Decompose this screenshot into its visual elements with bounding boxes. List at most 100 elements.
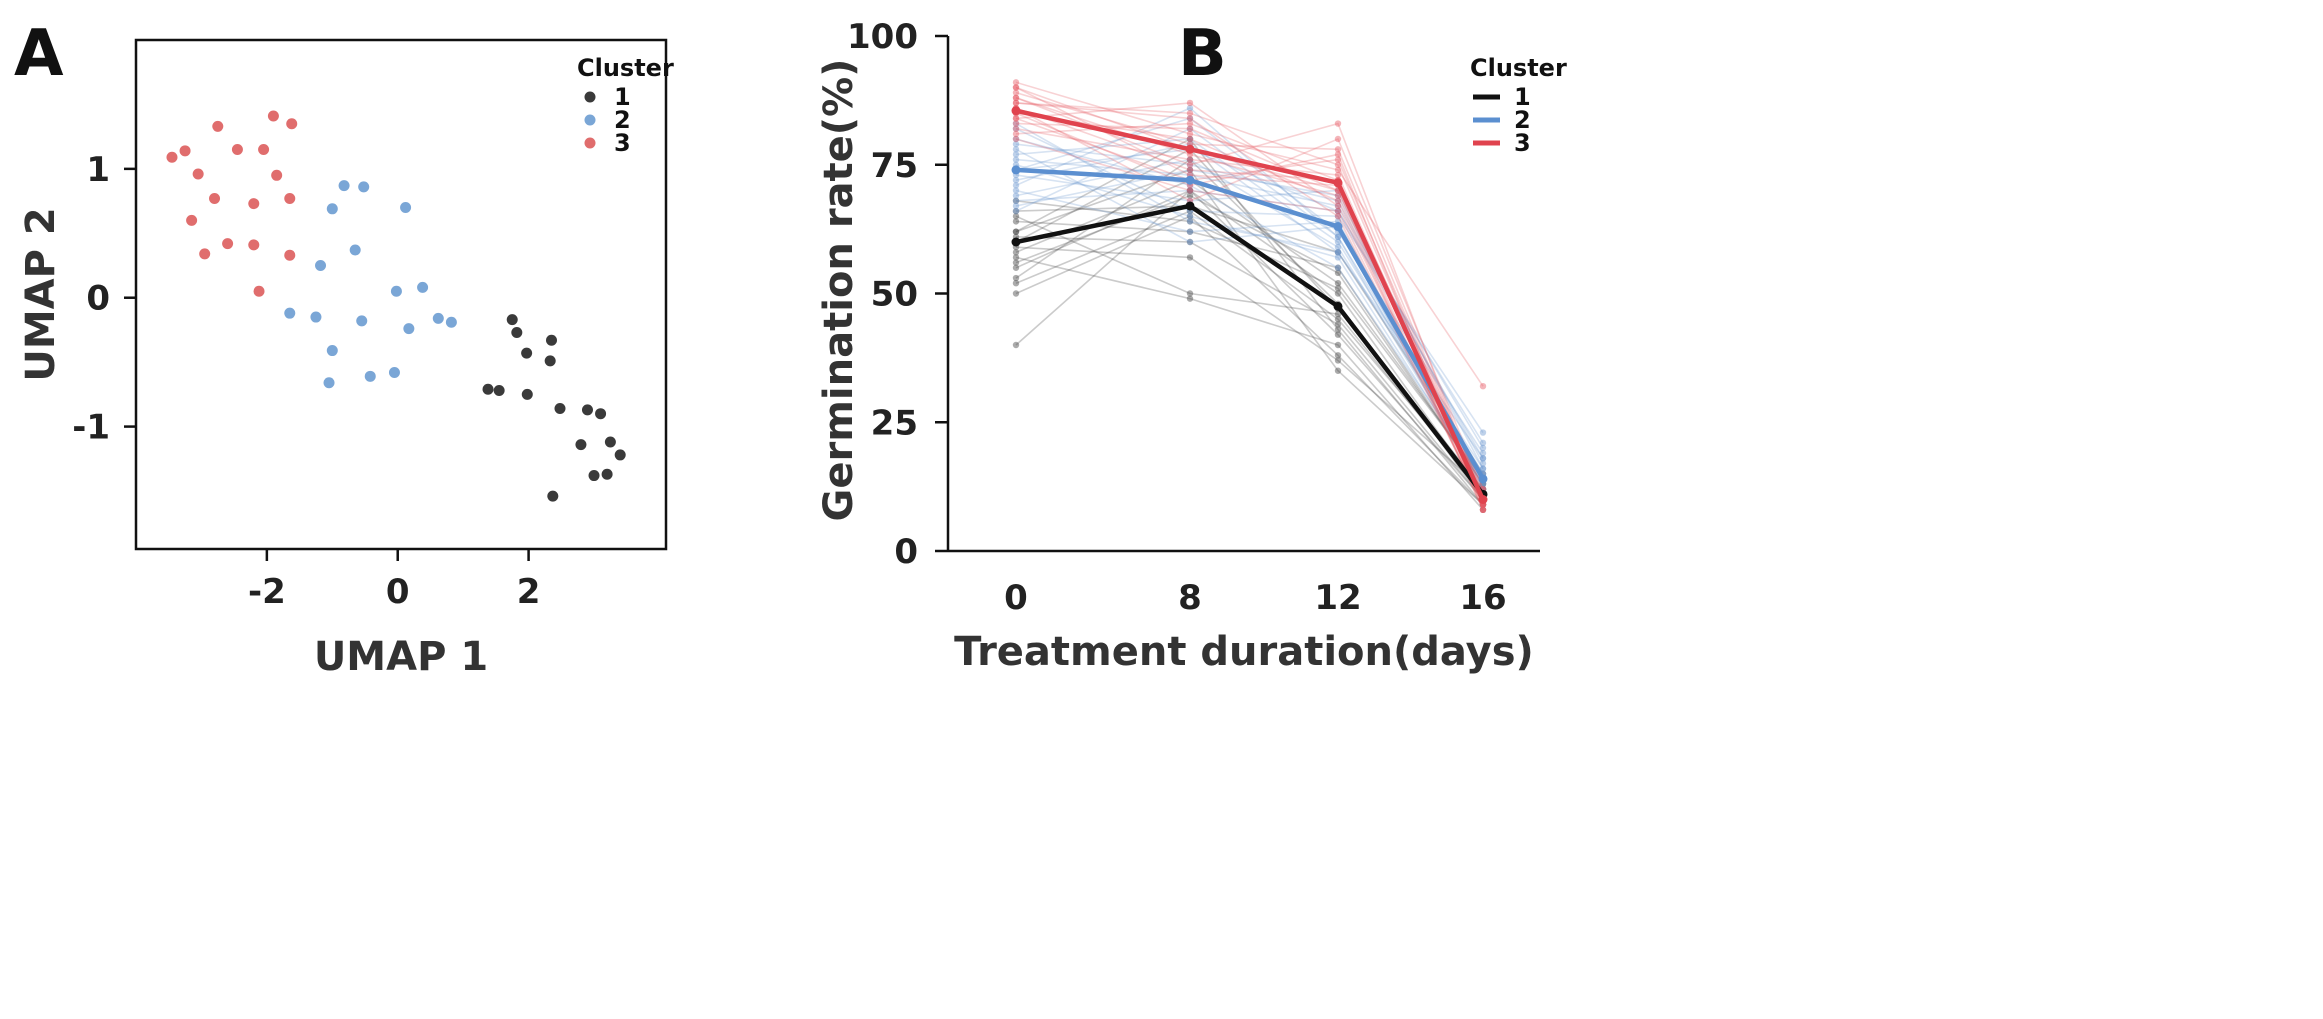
- y-tick-label: -1: [72, 408, 110, 448]
- mean-point-cluster-2: [1011, 165, 1021, 175]
- individual-point-cluster-1: [1186, 156, 1194, 163]
- individual-point-cluster-1: [1186, 295, 1194, 302]
- individual-point-cluster-2: [1012, 177, 1020, 184]
- individual-line-cluster-3: [1015, 107, 1484, 490]
- scatter-point-cluster-3: [258, 144, 270, 156]
- individual-point-cluster-3: [1186, 125, 1194, 132]
- y-tick-label: 0: [894, 532, 918, 572]
- scatter-point-cluster-3: [231, 144, 243, 156]
- individual-point-cluster-3: [1479, 506, 1487, 513]
- y-tick-label: 75: [871, 146, 918, 186]
- individual-line-cluster-1: [1015, 246, 1484, 490]
- individual-point-cluster-3: [1012, 130, 1020, 138]
- individual-point-cluster-1: [1186, 187, 1194, 194]
- individual-line-cluster-2: [1015, 138, 1484, 480]
- individual-line-cluster-2: [1015, 143, 1484, 470]
- individual-point-cluster-1: [1334, 341, 1342, 349]
- y-tick-label: 0: [86, 279, 110, 319]
- x-tick-label: 12: [1314, 578, 1361, 618]
- individual-point-cluster-1: [1012, 259, 1020, 266]
- individual-point-cluster-2: [1334, 233, 1342, 241]
- scatter-point-cluster-2: [326, 345, 338, 357]
- individual-point-cluster-2: [1479, 455, 1487, 462]
- individual-point-cluster-1: [1334, 352, 1342, 359]
- scatter-point-cluster-1: [547, 490, 559, 502]
- individual-point-cluster-3: [1012, 99, 1020, 107]
- individual-point-cluster-1: [1186, 290, 1194, 297]
- individual-point-cluster-1: [1334, 331, 1342, 338]
- scatter-point-cluster-1: [521, 388, 533, 400]
- scatter-point-cluster-2: [323, 377, 335, 389]
- individual-point-cluster-2: [1186, 161, 1194, 168]
- scatter-point-cluster-1: [614, 449, 626, 461]
- individual-point-cluster-3: [1186, 115, 1194, 122]
- scatter-point-cluster-1: [575, 439, 587, 451]
- scatter-point-cluster-2: [326, 203, 338, 215]
- individual-line-cluster-2: [1015, 143, 1484, 464]
- x-axis-title: Treatment duration(days): [954, 629, 1534, 675]
- individual-point-cluster-2: [1012, 140, 1020, 148]
- scatter-point-cluster-2: [338, 180, 350, 192]
- individual-line-cluster-1: [1015, 210, 1484, 490]
- individual-point-cluster-2: [1012, 125, 1020, 132]
- individual-point-cluster-1: [1334, 321, 1342, 328]
- individual-point-cluster-2: [1186, 238, 1194, 246]
- individual-point-cluster-2: [1334, 238, 1342, 246]
- scatter-point-cluster-3: [248, 198, 260, 210]
- mean-point-cluster-3: [1478, 495, 1488, 504]
- individual-point-cluster-1: [1012, 264, 1020, 271]
- individual-point-cluster-1: [1186, 213, 1194, 220]
- individual-point-cluster-3: [1334, 197, 1342, 204]
- y-tick-label: 50: [871, 275, 918, 315]
- individual-point-cluster-3: [1334, 120, 1342, 127]
- individual-point-cluster-2: [1334, 202, 1342, 210]
- individual-line-cluster-1: [1015, 168, 1484, 506]
- scatter-point-cluster-2: [400, 202, 412, 214]
- individual-point-cluster-3: [1012, 115, 1020, 122]
- mean-line-cluster-2: [1015, 167, 1485, 481]
- individual-point-cluster-2: [1479, 444, 1487, 452]
- legend-label: 1: [614, 83, 631, 111]
- individual-point-cluster-2: [1186, 156, 1194, 163]
- individual-point-cluster-2: [1479, 429, 1487, 436]
- legend-marker-cluster-1: [584, 91, 596, 103]
- individual-point-cluster-2: [1334, 243, 1342, 251]
- individual-point-cluster-1: [1334, 264, 1342, 271]
- scatter-point-cluster-1: [511, 327, 523, 339]
- individual-line-cluster-1: [1015, 220, 1484, 485]
- individual-point-cluster-2: [1186, 166, 1194, 174]
- individual-point-cluster-2: [1479, 465, 1487, 472]
- individual-point-cluster-3: [1334, 192, 1342, 199]
- individual-line-cluster-3: [1015, 117, 1484, 495]
- individual-line-cluster-2: [1015, 158, 1484, 449]
- scatter-point-cluster-3: [166, 151, 178, 163]
- individual-point-cluster-3: [1479, 506, 1487, 513]
- x-tick-label: 16: [1459, 578, 1506, 618]
- individual-point-cluster-2: [1334, 249, 1342, 256]
- scatter-point-cluster-1: [601, 468, 613, 480]
- legend-title: Cluster: [1470, 54, 1567, 82]
- individual-point-cluster-2: [1186, 187, 1194, 194]
- scatter-point-cluster-2: [349, 244, 361, 256]
- individual-point-cluster-2: [1334, 233, 1342, 241]
- individual-point-cluster-1: [1012, 228, 1020, 235]
- individual-point-cluster-3: [1334, 171, 1342, 179]
- individual-point-cluster-3: [1334, 207, 1342, 215]
- scatter-point-cluster-1: [482, 383, 494, 395]
- individual-line-cluster-1: [1015, 236, 1484, 501]
- individual-point-cluster-2: [1012, 120, 1020, 127]
- scatter-point-cluster-2: [403, 323, 415, 335]
- individual-line-cluster-3: [1015, 127, 1484, 500]
- individual-line-cluster-3: [1015, 102, 1484, 500]
- individual-line-cluster-1: [1015, 137, 1484, 506]
- individual-point-cluster-2: [1479, 465, 1487, 472]
- individual-point-cluster-1: [1186, 228, 1194, 235]
- mean-point-cluster-3: [1185, 144, 1195, 154]
- individual-line-cluster-2: [1015, 169, 1484, 469]
- individual-point-cluster-1: [1012, 274, 1020, 282]
- individual-line-cluster-2: [1015, 163, 1484, 485]
- individual-point-cluster-2: [1012, 192, 1020, 199]
- mean-point-cluster-2: [1478, 474, 1488, 484]
- scatter-point-cluster-1: [493, 385, 505, 397]
